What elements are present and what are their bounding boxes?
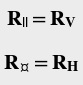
Text: $\mathbf{R}_{\mathbf{||}} = \mathbf{R}_{\mathbf{V}}$: $\mathbf{R}_{\mathbf{||}} = \mathbf{R}_{… [6, 9, 77, 30]
Text: $\mathbf{R}_{\mathbf{\perp}} = \mathbf{R}_{\mathbf{H}}$: $\mathbf{R}_{\mathbf{\perp}} = \mathbf{R… [3, 53, 80, 75]
